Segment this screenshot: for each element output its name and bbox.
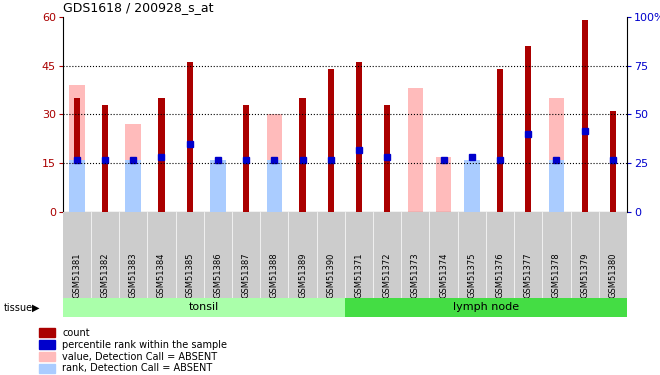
- Bar: [210, 160, 226, 212]
- Bar: [40, 364, 55, 373]
- Bar: [267, 114, 282, 212]
- Bar: [187, 62, 193, 212]
- Bar: [356, 62, 362, 212]
- Bar: [267, 160, 282, 212]
- Bar: [102, 105, 108, 212]
- Bar: [345, 298, 627, 317]
- Bar: [408, 88, 423, 212]
- Bar: [464, 160, 480, 212]
- Bar: [525, 46, 531, 212]
- Bar: [436, 157, 451, 212]
- Bar: [125, 160, 141, 212]
- Bar: [548, 160, 564, 212]
- Bar: [497, 69, 503, 212]
- Bar: [300, 98, 306, 212]
- Bar: [581, 20, 588, 212]
- Bar: [158, 98, 164, 212]
- Bar: [548, 98, 564, 212]
- Text: lymph node: lymph node: [453, 303, 519, 312]
- Text: tonsil: tonsil: [189, 303, 219, 312]
- Text: count: count: [63, 328, 90, 338]
- Text: tissue: tissue: [3, 303, 32, 313]
- Bar: [243, 105, 249, 212]
- Bar: [40, 352, 55, 361]
- Bar: [63, 298, 345, 317]
- Bar: [69, 160, 84, 212]
- Bar: [74, 98, 80, 212]
- Bar: [327, 69, 334, 212]
- Text: percentile rank within the sample: percentile rank within the sample: [63, 339, 228, 350]
- Bar: [40, 340, 55, 349]
- Text: ▶: ▶: [32, 303, 39, 313]
- Bar: [69, 85, 84, 212]
- Bar: [125, 124, 141, 212]
- Bar: [610, 111, 616, 212]
- Bar: [384, 105, 390, 212]
- Bar: [40, 328, 55, 337]
- Text: GDS1618 / 200928_s_at: GDS1618 / 200928_s_at: [63, 2, 213, 14]
- Text: rank, Detection Call = ABSENT: rank, Detection Call = ABSENT: [63, 363, 213, 374]
- Text: value, Detection Call = ABSENT: value, Detection Call = ABSENT: [63, 351, 218, 361]
